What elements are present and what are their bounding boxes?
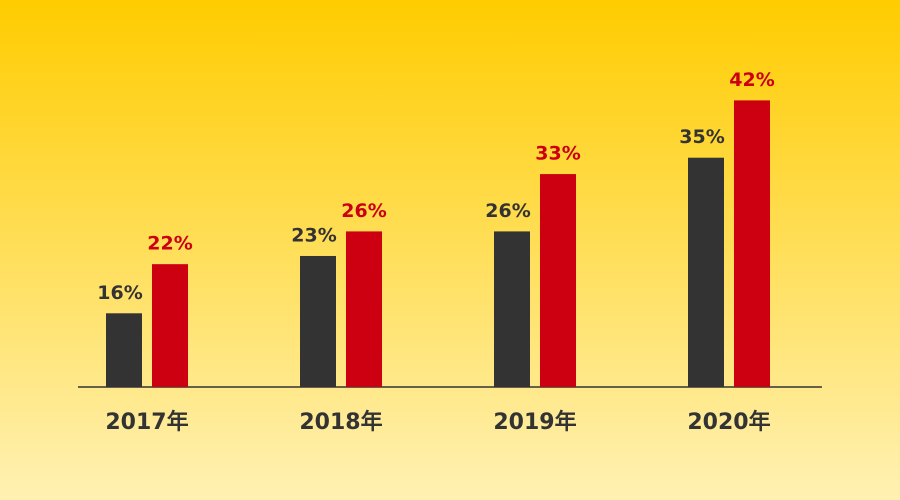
bar xyxy=(494,231,530,387)
bar xyxy=(346,231,382,387)
bar xyxy=(106,313,142,387)
value-label: 16% xyxy=(97,282,142,304)
bar xyxy=(152,264,188,387)
x-tick-label: 2018年 xyxy=(299,409,382,435)
value-label: 42% xyxy=(729,69,774,91)
x-tick-label: 2017年 xyxy=(105,409,188,435)
x-tick-label: 2020年 xyxy=(687,409,770,435)
bar xyxy=(688,157,724,387)
value-label: 33% xyxy=(535,143,580,165)
value-label: 26% xyxy=(341,200,386,222)
value-label: 23% xyxy=(291,224,336,246)
value-label: 35% xyxy=(679,126,724,148)
bar xyxy=(540,174,576,387)
value-label: 26% xyxy=(485,200,530,222)
value-label: 22% xyxy=(147,233,192,255)
x-tick-label: 2019年 xyxy=(493,409,576,435)
bar xyxy=(300,255,336,387)
bar xyxy=(734,100,770,387)
